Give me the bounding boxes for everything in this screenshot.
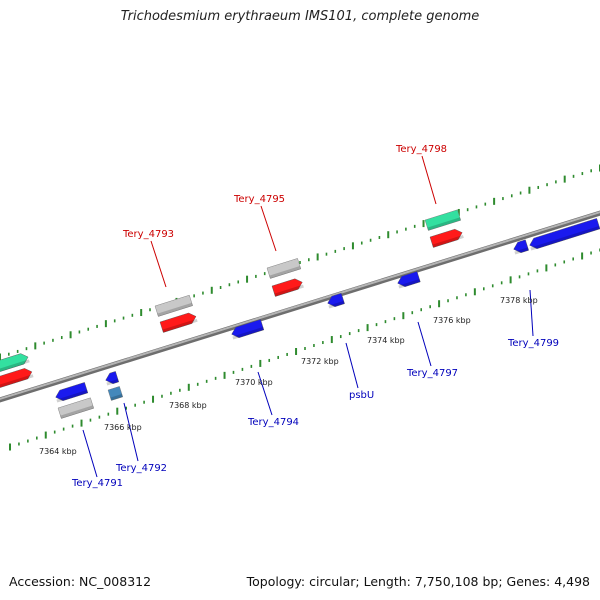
feature-tery-4795-cds [271,278,304,297]
gene-label-psbu[interactable]: psbU [349,390,374,401]
feature-tery-4791-cds [55,382,89,403]
feature-tery-4794-cds-bevel [232,327,264,340]
feature-track [0,209,600,419]
scale-label: 7378 kbp [500,296,538,305]
scale-label: 7368 kbp [169,401,207,410]
feature-tery-4791-gene-bevel [60,405,94,419]
feature-tery-4799-cds-bevel [530,225,600,251]
feature-left-green [0,353,30,373]
feature-tery-4792-small-bevel [106,379,119,386]
feature-tery-4791-cds-bevel [56,390,88,403]
backbone-highlight [0,211,600,400]
genome-stats-text: Topology: circular; Length: 7,750,108 bp… [246,574,590,589]
feature-tery-4794-cds [231,319,265,340]
feature-tery-4795-gene-shape [266,258,302,279]
feature-tery-4795-cds-shape [271,278,303,297]
feature-tery-4793-cds-bevel [162,318,198,333]
label-leader-lines [82,155,534,478]
accession-text: Accession: NC_008312 [9,574,152,589]
feature-tery-4791-gene [57,397,94,419]
leader-tery-4795 [260,205,277,252]
feature-tery-4792-trna-shape [107,386,124,401]
feature-left-red [0,368,34,389]
feature-left-red-bevel [0,374,34,389]
feature-tery-4793-gene [154,294,193,317]
feature-tery-4795-gene-bevel [269,266,301,279]
feature-tery-4799-cds-shape [529,218,600,249]
feature-tery-4792-trna-bevel [110,394,123,401]
feature-left-green-bevel [0,359,30,373]
feature-tery-4795-gene [266,258,302,279]
feature-psbu-cds [327,292,345,309]
leader-tery-4791 [82,429,98,478]
feature-tery-4792-small [105,371,120,386]
feature-tery-4798-cds-bevel [432,235,464,248]
gene-label-tery-4793[interactable]: Tery_4793 [122,229,174,240]
gene-label-tery-4797[interactable]: Tery_4797 [406,368,458,379]
feature-tery-4791-cds-shape [55,382,89,401]
gene-label-tery-4791[interactable]: Tery_4791 [71,478,123,489]
feature-tery-4793-cds-shape [159,312,197,333]
scale-label: 7370 kbp [235,378,273,387]
leader-tery-4797 [417,321,432,367]
scale-label: 7372 kbp [301,357,339,366]
feature-tery-4798-rrna-bevel [427,217,461,231]
feature-small-reverse-bevel [514,247,529,255]
feature-small-reverse-shape [513,239,529,253]
map-title: Trichodesmium erythraeum IMS101, complet… [120,9,480,24]
feature-tery-4792-small-shape [105,371,120,384]
scale-label: 7366 kbp [104,423,142,432]
feature-tery-4793-gene-shape [154,294,193,317]
feature-tery-4798-rrna-shape [424,209,461,231]
leader-psbu [345,342,359,389]
feature-small-reverse [513,239,529,255]
leader-tery-4794 [257,371,273,416]
feature-tery-4791-gene-shape [57,397,94,419]
outer-tick-track [0,164,600,361]
gene-label-tery-4794[interactable]: Tery_4794 [247,417,299,428]
feature-tery-4793-gene-bevel [157,302,193,317]
feature-tery-4795-cds-bevel [274,284,304,297]
leader-tery-4798 [421,155,437,205]
feature-tery-4797-cds [397,271,421,289]
feature-psbu-cds-bevel [328,300,345,309]
feature-tery-4797-cds-shape [397,271,421,287]
scale-label: 7364 kbp [39,447,77,456]
scale-label: 7374 kbp [367,336,405,345]
feature-tery-4798-cds [429,228,464,248]
gene-label-tery-4799[interactable]: Tery_4799 [507,338,559,349]
gene-label-tery-4795[interactable]: Tery_4795 [233,194,285,205]
feature-tery-4798-cds-shape [429,228,463,248]
feature-tery-4797-cds-bevel [398,279,421,289]
genome-backbone [0,210,600,403]
inner-tick-track [9,248,600,451]
gene-label-tery-4798[interactable]: Tery_4798 [395,144,447,155]
feature-tery-4793-cds [159,312,198,333]
gene-label-tery-4792[interactable]: Tery_4792 [115,463,167,474]
scale-label: 7376 kbp [433,316,471,325]
feature-left-red-shape [0,368,33,389]
feature-psbu-cds-shape [327,292,345,307]
leader-tery-4792 [123,402,139,462]
feature-tery-4792-trna [107,386,124,401]
leader-tery-4799 [529,289,534,337]
feature-tery-4798-rrna [424,209,461,231]
feature-tery-4794-cds-shape [231,319,265,338]
leader-tery-4793 [150,240,167,288]
feature-tery-4799-cds [529,218,600,251]
feature-left-green-shape [0,353,29,373]
